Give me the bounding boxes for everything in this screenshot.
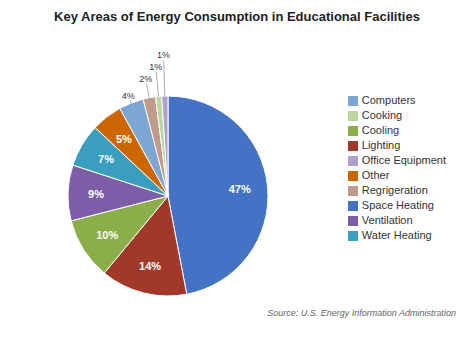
svg-text:5%: 5% — [116, 133, 132, 145]
svg-text:9%: 9% — [88, 188, 104, 200]
html-text:Cooking: Cooking — [361, 109, 403, 121]
svg-text:1%: 1% — [157, 50, 170, 60]
html-text:Regrigeration: Regrigeration — [361, 184, 428, 196]
html-text:Office Equipment: Office Equipment — [361, 154, 446, 166]
svg-text:14%: 14% — [139, 260, 161, 272]
html-text:Key Areas of Energy Consumptio: Key Areas of Energy Consumption in Educa… — [54, 9, 420, 24]
html-text:Computers: Computers — [361, 94, 416, 106]
html-text:Water Heating: Water Heating — [361, 229, 432, 241]
html-text:Ventilation: Ventilation — [361, 214, 413, 226]
html-text:Space Heating: Space Heating — [361, 199, 434, 211]
svg-text:7%: 7% — [98, 153, 114, 165]
html-text:Other: Other — [361, 169, 390, 181]
svg-text:4%: 4% — [122, 91, 135, 101]
html-text:Source: U.S. Energy Informatio: Source: U.S. Energy Information Administ… — [267, 308, 456, 318]
html-text:Lighting: Lighting — [361, 139, 401, 151]
html-text:Cooling: Cooling — [361, 124, 400, 136]
svg-text:47%: 47% — [229, 183, 251, 195]
svg-text:10%: 10% — [96, 229, 118, 241]
svg-text:2%: 2% — [139, 74, 152, 84]
svg-text:1%: 1% — [149, 62, 162, 72]
